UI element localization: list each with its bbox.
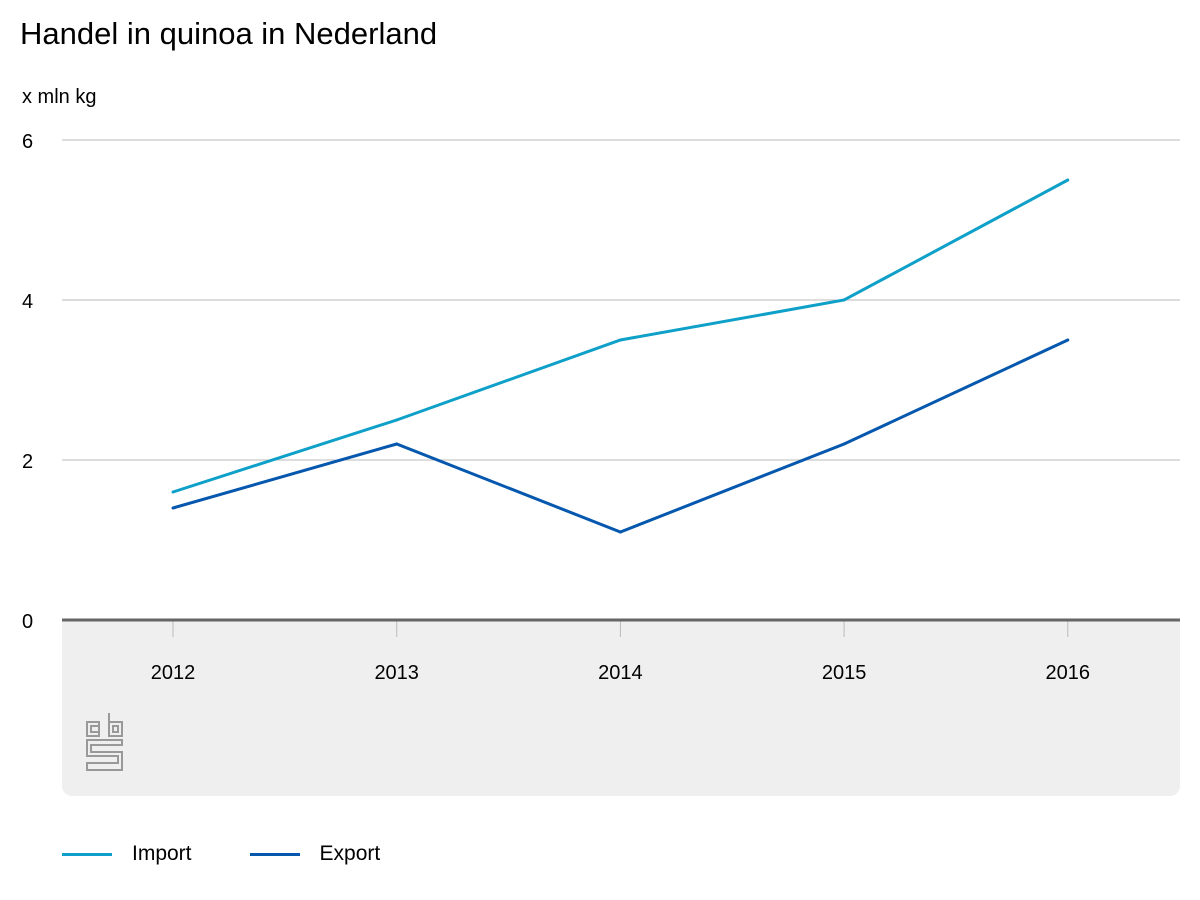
data-point-export: [842, 442, 846, 446]
series-line-export: [172, 338, 1069, 534]
x-tick-label: 2013: [374, 662, 419, 684]
data-point-import: [1066, 178, 1070, 182]
y-tick-label: 2: [22, 451, 33, 473]
x-tick-label: 2016: [1046, 662, 1091, 684]
chart-title: Handel in quinoa in Nederland: [20, 16, 438, 51]
legend: Import Export: [62, 842, 380, 866]
x-tick-label: 2014: [598, 662, 643, 684]
legend-item-export: Export: [249, 842, 381, 866]
x-tick-label: 2012: [151, 662, 196, 684]
series-line-import: [172, 178, 1069, 494]
data-point-export: [1066, 338, 1070, 342]
legend-swatch-export: [249, 852, 300, 856]
data-point-export: [395, 442, 399, 446]
data-point-export: [171, 506, 175, 510]
cbs-logo-icon: [86, 713, 123, 771]
data-point-import: [618, 338, 622, 342]
x-axis-background: [62, 620, 1180, 796]
data-point-import: [171, 490, 175, 494]
y-tick-label: 0: [22, 611, 33, 633]
legend-item-import: Import: [62, 842, 192, 866]
data-point-export: [618, 530, 622, 534]
legend-label: Import: [132, 842, 192, 865]
legend-label: Export: [319, 842, 381, 865]
x-tick-label: 2015: [822, 662, 867, 684]
legend-swatch-import: [62, 852, 112, 856]
y-tick-label: 6: [22, 131, 33, 153]
y-axis-label: x mln kg: [22, 86, 97, 108]
y-tick-label: 4: [22, 291, 33, 313]
data-point-import: [395, 418, 399, 422]
data-point-import: [842, 298, 846, 302]
